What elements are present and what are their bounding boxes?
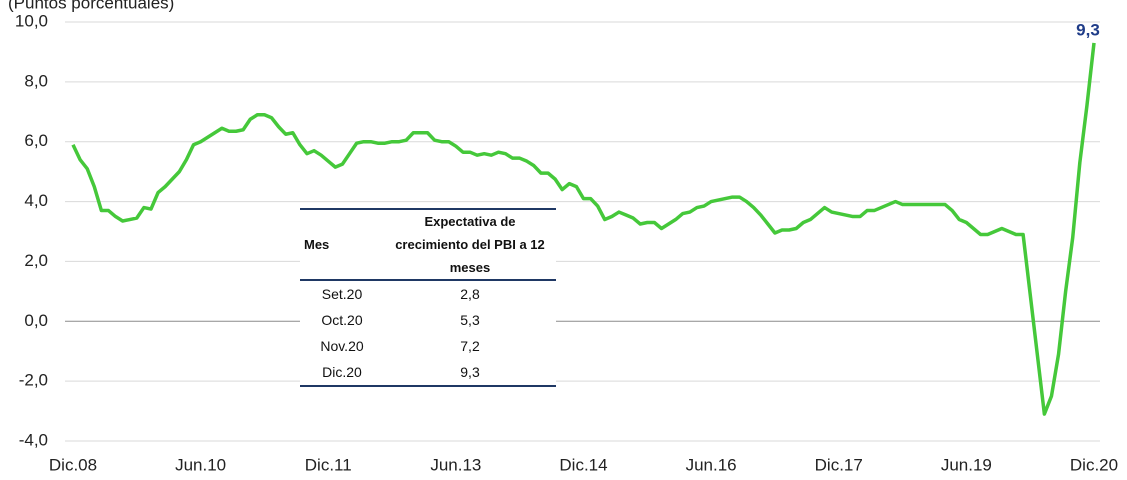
y-tick-label: -2,0 [19,371,48,390]
table-header: Mes [300,208,384,281]
x-tick-label: Dic.20 [1070,455,1118,474]
x-tick-label: Dic.08 [49,455,97,474]
table-row: Nov.20 7,2 [300,333,556,359]
y-tick-label: -4,0 [19,430,48,449]
x-tick-label: Jun.10 [175,455,226,474]
y-tick-label: 0,0 [24,311,48,330]
x-tick-label: Jun.19 [941,455,992,474]
y-tick-label: 10,0 [15,11,48,30]
table-cell: 7,2 [460,338,480,354]
x-tick-label: Dic.14 [559,455,607,474]
table-cell: 5,3 [460,312,480,328]
table-row: Dic.20 9,3 [300,359,556,387]
table-cell: Dic.20 [300,359,384,387]
expectation-table: Mes Expectativa de crecimiento del PBI a… [300,208,556,387]
table-cell: Oct.20 [321,312,363,328]
data-line [71,42,1096,416]
x-tick-label: Dic.17 [815,455,863,474]
table-cell: Nov.20 [320,338,364,354]
table-cell: 9,3 [384,359,556,387]
y-tick-label: 6,0 [24,131,48,150]
x-tick-label: Jun.16 [686,455,737,474]
chart-subtitle: (Puntos porcentuales) [8,0,174,12]
y-tick-label: 8,0 [24,71,48,90]
table-header: Expectativa de crecimiento del PBI a 12 … [384,208,556,281]
x-tick-label: Jun.13 [430,455,481,474]
data-label: 9,3 [1076,20,1100,39]
y-tick-label: 4,0 [24,191,48,210]
table-cell: Set.20 [321,286,363,302]
y-tick-label: 2,0 [24,251,48,270]
table-row: Set.20 2,8 [300,280,556,307]
x-tick-label: Dic.11 [305,455,352,474]
table-cell: 2,8 [460,286,480,302]
table-row: Oct.20 5,3 [300,307,556,333]
